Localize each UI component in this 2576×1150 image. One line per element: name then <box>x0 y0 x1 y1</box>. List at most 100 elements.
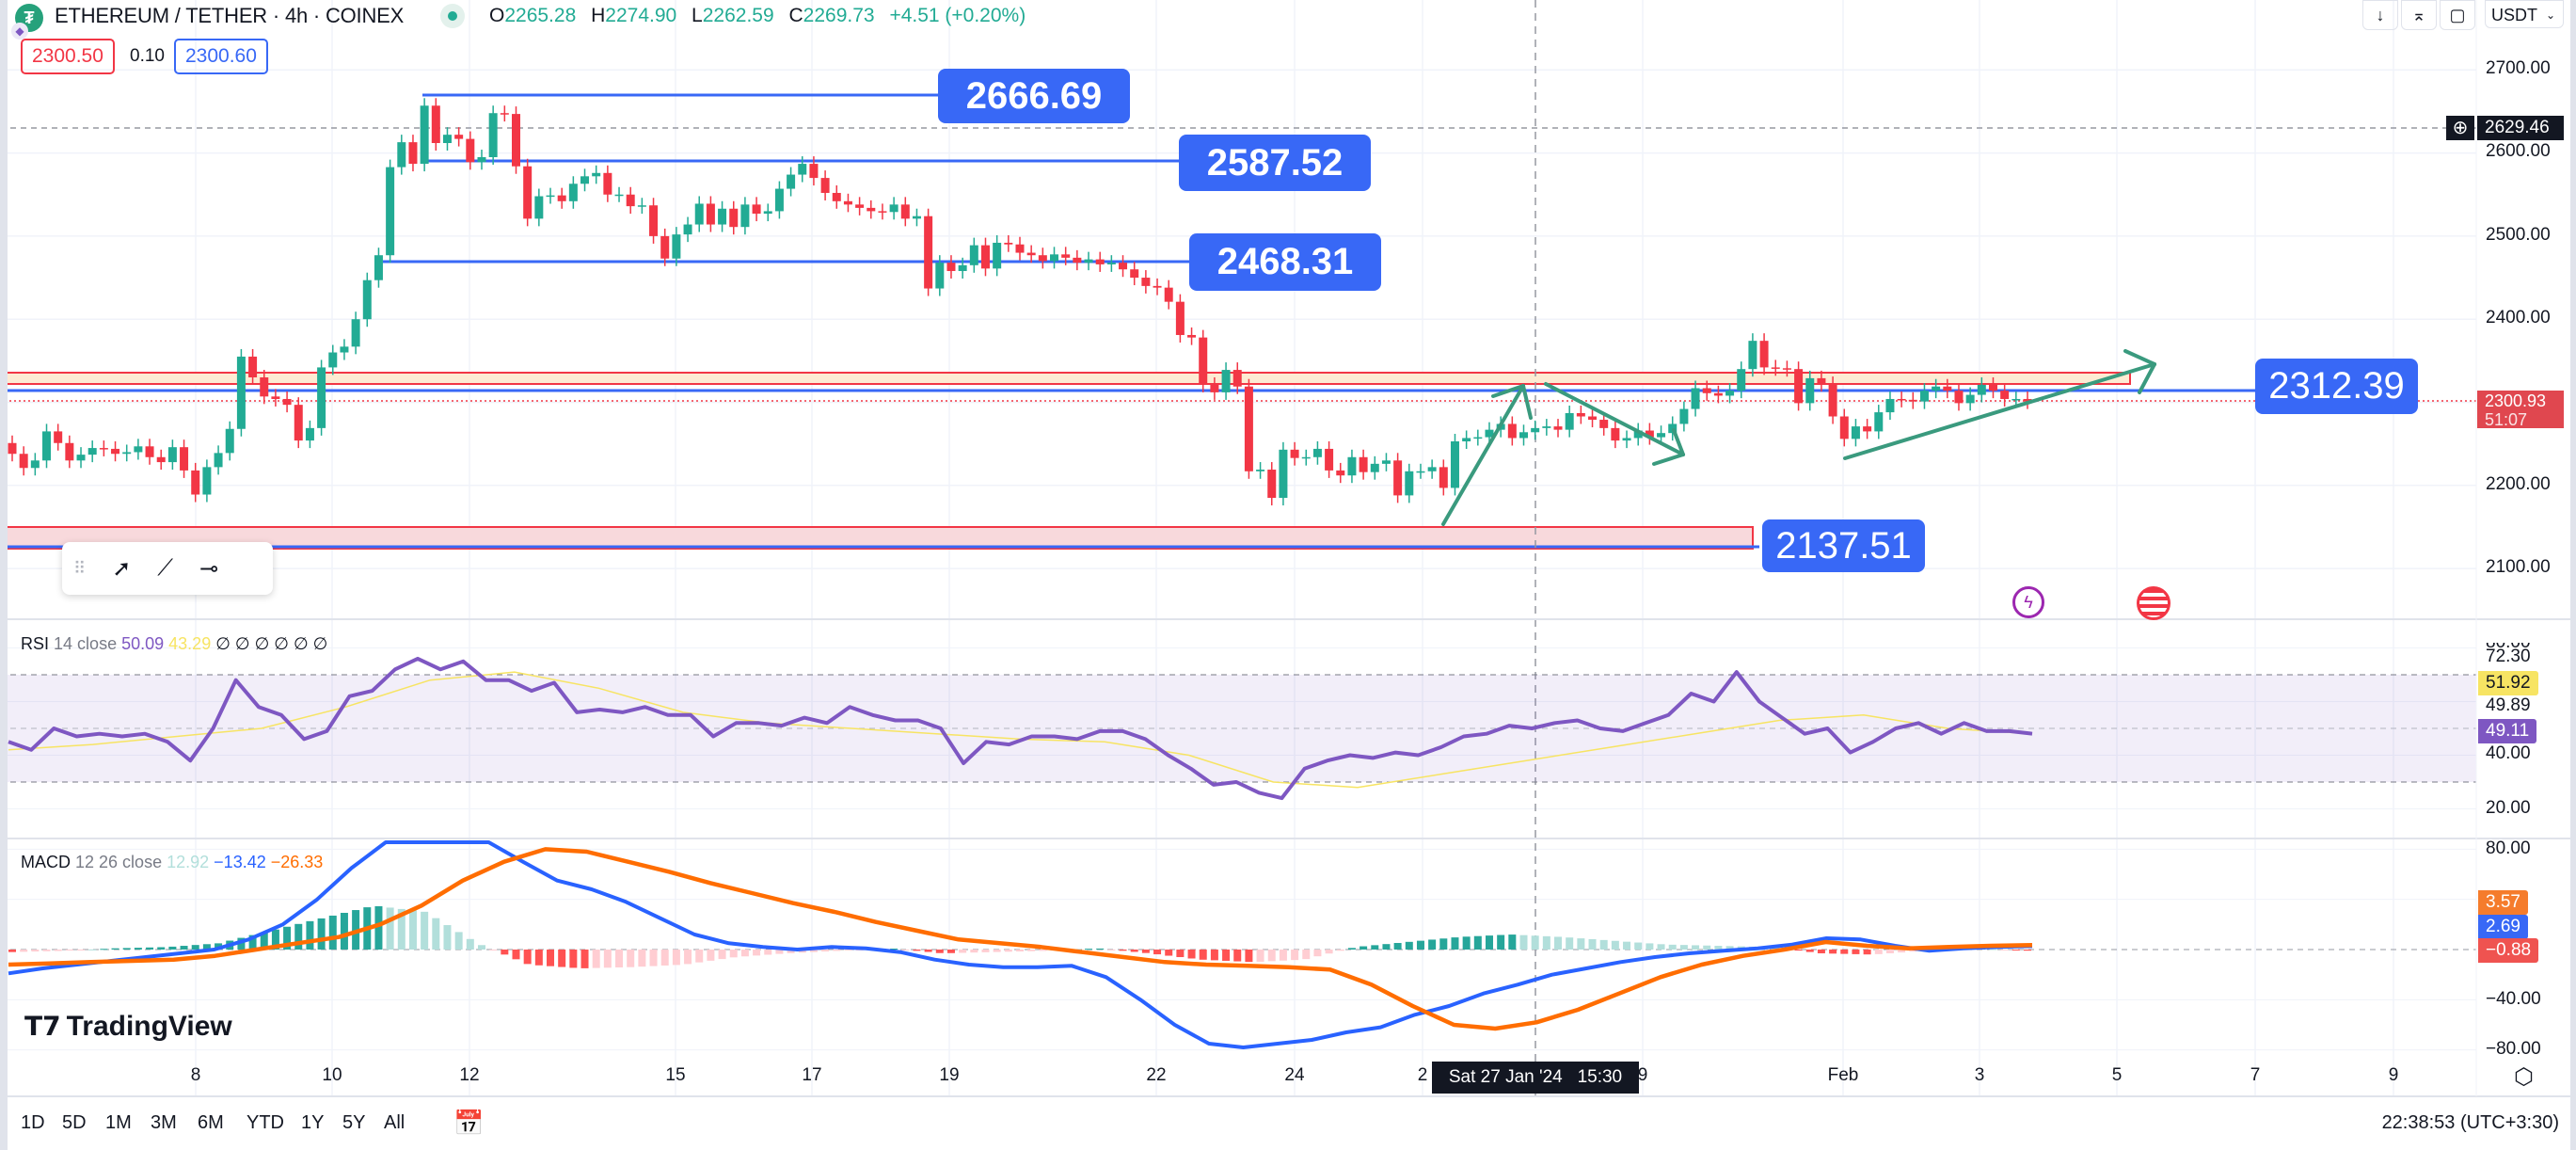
level-label-2312[interactable]: 2312.39 <box>2255 359 2418 414</box>
price-tick: 2500.00 <box>2486 225 2551 245</box>
candle <box>1531 420 1540 440</box>
candle-body <box>202 467 212 495</box>
candle-body <box>8 442 17 455</box>
candle-body <box>1073 257 1082 264</box>
drawing-toolbar[interactable]: ⠿ ➚ ⟋ ⊸ <box>62 542 273 595</box>
macd-histogram-bar <box>294 923 303 950</box>
buy-button[interactable]: 2300.60 <box>174 39 268 74</box>
candle <box>809 156 819 186</box>
range-button-3m[interactable]: 3M <box>151 1112 177 1133</box>
time-label: 15 <box>665 1065 686 1085</box>
candle <box>2023 391 2032 409</box>
candle-body <box>1199 337 1208 385</box>
range-button-1m[interactable]: 1M <box>105 1112 132 1133</box>
drag-handle-icon[interactable]: ⠿ <box>73 558 87 578</box>
candle-body <box>787 174 796 189</box>
macd-histogram-bar <box>615 950 624 968</box>
candle-body <box>1427 467 1437 471</box>
market-status-icon[interactable] <box>440 4 465 28</box>
macd-histogram-bar <box>477 945 485 950</box>
candle-body <box>820 178 830 193</box>
candle <box>1965 387 1975 411</box>
candle-body <box>867 207 876 212</box>
candle <box>1153 278 1162 295</box>
supply-zone[interactable] <box>0 372 2131 385</box>
candle-body <box>1141 278 1151 286</box>
macd-histogram-bar <box>1885 950 1894 953</box>
us-flag-event-icon[interactable] <box>2137 586 2171 620</box>
candle <box>1977 376 1986 403</box>
candle <box>1759 333 1769 375</box>
candle <box>1473 429 1483 446</box>
candle-body <box>843 200 852 205</box>
currency-select[interactable]: USDT ⌄ <box>2485 0 2564 28</box>
symbol-title[interactable]: ETHEREUM / TETHER · 4h · COINEX <box>55 4 405 27</box>
candle-body <box>718 208 727 225</box>
add-alert-plus-icon[interactable]: ⊕ <box>2446 116 2474 140</box>
arrow-down-icon[interactable]: ↓ <box>2362 0 2398 30</box>
candle <box>1553 419 1563 438</box>
fullscreen-icon[interactable]: ▢ <box>2440 0 2475 30</box>
collapse-icon[interactable]: ⌅ <box>2401 0 2437 30</box>
trend-line-icon[interactable]: ⟋ <box>157 555 174 581</box>
candle-body <box>2000 391 2010 399</box>
macd-legend[interactable]: MACD 12 26 close 12.92 −13.42 −26.33 <box>21 853 323 872</box>
arrow-down-drawing[interactable] <box>1544 382 1685 466</box>
time-label: 8 <box>190 1065 201 1085</box>
cursor-icon[interactable]: ➚ <box>112 555 132 582</box>
macd-histogram-bar <box>1508 934 1517 950</box>
candle <box>568 176 578 209</box>
macd-histogram-bar <box>386 907 394 950</box>
range-button-5d[interactable]: 5D <box>62 1112 87 1133</box>
trend-arrow-drawing[interactable] <box>1843 349 2156 460</box>
macd-histogram-bar <box>935 950 944 953</box>
lightning-event-icon[interactable]: ϟ <box>2012 586 2044 618</box>
candle <box>2012 391 2021 407</box>
rsi-tick: 20.00 <box>2486 798 2531 818</box>
range-button-6m[interactable]: 6M <box>198 1112 224 1133</box>
candle-body <box>1565 412 1574 430</box>
macd-signal-line <box>8 847 2033 1031</box>
calendar-goto-icon[interactable]: 📅 <box>453 1109 485 1137</box>
macd-histogram-bar <box>1554 936 1563 950</box>
candle <box>1130 262 1139 286</box>
candle <box>1050 247 1059 269</box>
macd-histogram-bar <box>672 950 680 966</box>
horizontal-ray-icon[interactable]: ⊸ <box>199 555 219 582</box>
range-button-1d[interactable]: 1D <box>21 1112 45 1133</box>
candle <box>1622 430 1631 449</box>
macd-histogram-bar <box>740 950 749 957</box>
macd-histogram-bar <box>924 950 932 952</box>
candle-body <box>993 242 1002 269</box>
level-label-2587[interactable]: 2587.52 <box>1179 135 1371 191</box>
macd-histogram-bar <box>1141 950 1150 953</box>
candle-body <box>1897 398 1906 401</box>
macd-line <box>8 840 2033 1049</box>
arrow-up-drawing[interactable] <box>1441 384 1533 526</box>
sell-button[interactable]: 2300.50 <box>21 39 115 74</box>
spread-value: 0.10 <box>130 46 165 66</box>
clock-timezone[interactable]: 22:38:53 (UTC+3:30) <box>2381 1112 2559 1133</box>
macd-histogram-bar <box>1153 950 1162 955</box>
settings-icon[interactable]: ⬡ <box>2514 1064 2534 1090</box>
demand-zone[interactable] <box>0 526 1754 550</box>
macd-histogram-bar <box>1531 935 1539 950</box>
rsi-legend[interactable]: RSI 14 close 50.09 43.29 ∅ ∅ ∅ ∅ ∅ ∅ <box>21 634 327 654</box>
candle <box>1713 385 1723 404</box>
macd-histogram-bar <box>1497 934 1505 950</box>
level-label-2137[interactable]: 2137.51 <box>1762 519 1925 572</box>
range-button-all[interactable]: All <box>384 1112 405 1133</box>
range-button-ytd[interactable]: YTD <box>246 1112 284 1133</box>
level-label-2468[interactable]: 2468.31 <box>1189 233 1381 291</box>
macd-histogram-bar <box>592 950 600 968</box>
tradingview-logo[interactable]: 𝗧𝟳 TradingView <box>24 1011 232 1043</box>
level-label-2666[interactable]: 2666.69 <box>938 69 1130 123</box>
candle-body <box>809 164 819 179</box>
candle <box>340 339 349 360</box>
candle-body <box>1965 394 1975 404</box>
macd-histogram-bar <box>1874 950 1883 954</box>
range-button-5y[interactable]: 5Y <box>342 1112 366 1133</box>
candle <box>752 197 761 222</box>
range-button-1y[interactable]: 1Y <box>301 1112 325 1133</box>
